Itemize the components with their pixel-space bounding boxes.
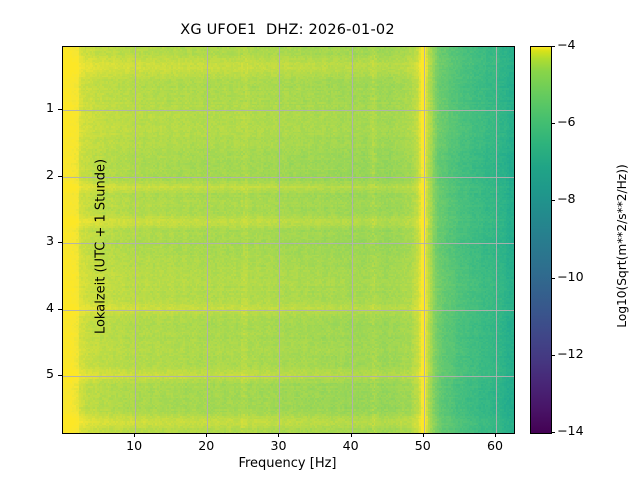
y-axis-label: Lokalzeit (UTC + 1 Stunde) [93,158,109,335]
colorbar-tick-mark [551,354,555,356]
y-tick-label: 5 [45,366,54,382]
y-tick-label: 2 [45,166,54,182]
y-tick-mark [58,175,62,177]
horizontal-gridline [63,243,514,244]
y-tick-label: 1 [45,100,54,116]
x-tick-label: 40 [342,438,359,453]
colorbar-tick-mark [551,46,555,47]
vertical-gridline [135,47,136,433]
x-tick-label: 10 [126,438,143,453]
colorbar-tick-label: −4 [557,37,576,52]
y-tick-label: 3 [45,233,54,249]
colorbar-tick-mark [551,432,555,433]
horizontal-gridline [63,310,514,311]
colorbar-tick-mark [551,277,555,279]
spectrogram-image [63,47,514,433]
y-tick-mark [58,375,62,377]
x-tick-label: 50 [414,438,431,453]
colorbar-tick-label: −12 [557,345,584,361]
y-tick-label: 4 [45,299,54,315]
x-tick-mark [350,433,352,437]
x-tick-label: 60 [486,438,503,453]
colorbar-tick-label: −10 [557,268,584,284]
vertical-gridline [279,47,280,433]
vertical-gridline [207,47,208,433]
horizontal-gridline [63,376,514,377]
vertical-gridline [496,47,497,433]
colorbar-tick-label: −14 [557,423,584,438]
x-tick-mark [206,433,208,437]
colorbar[interactable] [530,46,552,434]
horizontal-gridline [63,110,514,111]
x-tick-mark [278,433,280,437]
colorbar-tick-label: −8 [557,191,576,207]
colorbar-label: Log10(Sqrt(m**2/s**2/Hz)) [615,164,629,328]
x-tick-mark [422,433,424,437]
colorbar-tick-mark [551,123,555,125]
vertical-gridline [424,47,425,433]
x-tick-mark [494,433,496,437]
horizontal-gridline [63,177,514,178]
x-tick-mark [134,433,136,437]
vertical-gridline [352,47,353,433]
spectrogram-plot-area[interactable] [62,46,515,434]
colorbar-tick-label: −6 [557,114,576,130]
x-tick-label: 20 [198,438,215,453]
figure-title: XG UFOE1 DHZ: 2026-01-02 [180,22,395,38]
x-axis-label: Frequency [Hz] [238,456,337,471]
y-tick-mark [58,308,62,310]
x-tick-label: 30 [270,438,287,453]
colorbar-tick-mark [551,200,555,202]
y-tick-mark [58,242,62,244]
y-tick-mark [58,109,62,111]
